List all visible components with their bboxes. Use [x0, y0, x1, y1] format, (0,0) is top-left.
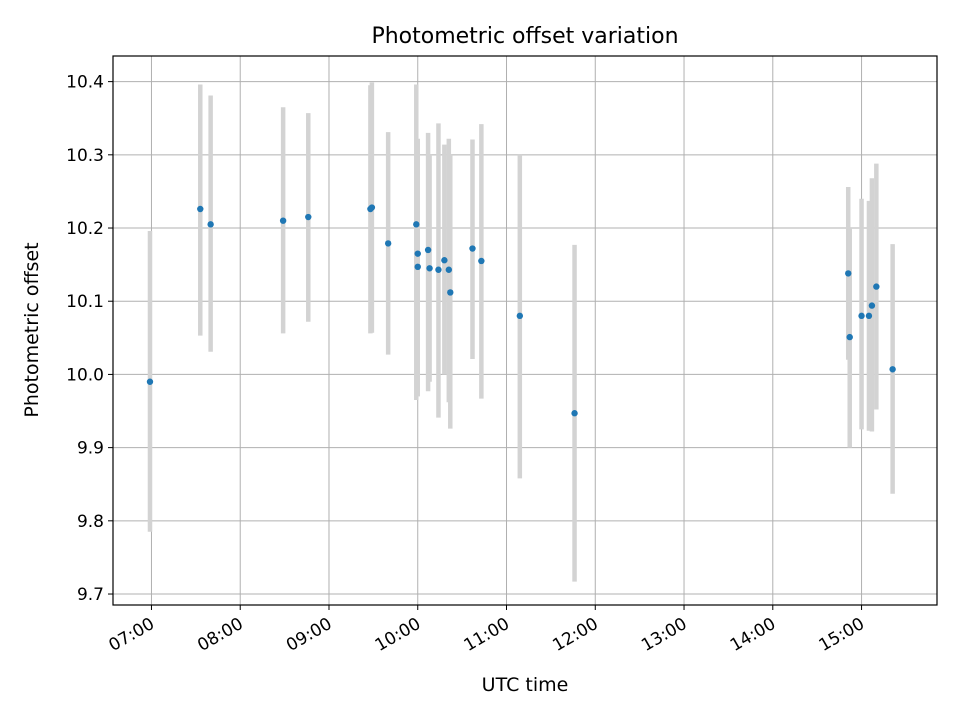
- data-point: [368, 204, 376, 211]
- markers: [146, 204, 896, 417]
- data-point: [469, 245, 476, 252]
- data-point: [426, 265, 433, 272]
- data-point: [845, 270, 852, 277]
- chart-title: Photometric offset variation: [371, 24, 678, 49]
- y-tick-label: 9.7: [77, 585, 104, 605]
- data-point: [279, 217, 287, 224]
- plot-frame: [112, 55, 938, 606]
- data-point: [868, 302, 876, 309]
- data-point: [435, 266, 442, 273]
- data-point: [414, 263, 421, 271]
- data-point: [424, 246, 432, 254]
- grid: [113, 56, 937, 605]
- data-point: [146, 378, 154, 385]
- data-point: [516, 312, 524, 320]
- data-point: [865, 312, 873, 320]
- y-axis: 9.7 9.8 9.9 10.0 10.1 10.2 10.3 10.4: [66, 73, 113, 605]
- data-point: [889, 366, 896, 373]
- data-point: [413, 221, 420, 228]
- data-point: [197, 205, 204, 213]
- data-point: [447, 289, 454, 296]
- data-point: [571, 410, 578, 417]
- data-point: [478, 257, 485, 265]
- y-tick-label: 10.2: [66, 219, 104, 239]
- x-axis-label: UTC time: [482, 674, 569, 696]
- y-tick-label: 10.0: [66, 365, 104, 385]
- data-point: [305, 213, 312, 221]
- data-point: [858, 312, 865, 320]
- y-axis-label: Photometric offset: [21, 242, 43, 417]
- data-point: [873, 283, 880, 290]
- data-point: [846, 333, 853, 341]
- y-tick-label: 10.3: [66, 146, 104, 166]
- data-point: [207, 221, 214, 228]
- y-tick-label: 10.1: [66, 292, 104, 312]
- data-point: [441, 257, 448, 264]
- y-tick-label: 9.9: [77, 439, 104, 459]
- data-point: [414, 250, 421, 257]
- y-tick-label: 9.8: [77, 512, 104, 532]
- data-point: [445, 266, 453, 273]
- data-point: [384, 240, 392, 247]
- y-tick-label: 10.4: [66, 73, 104, 93]
